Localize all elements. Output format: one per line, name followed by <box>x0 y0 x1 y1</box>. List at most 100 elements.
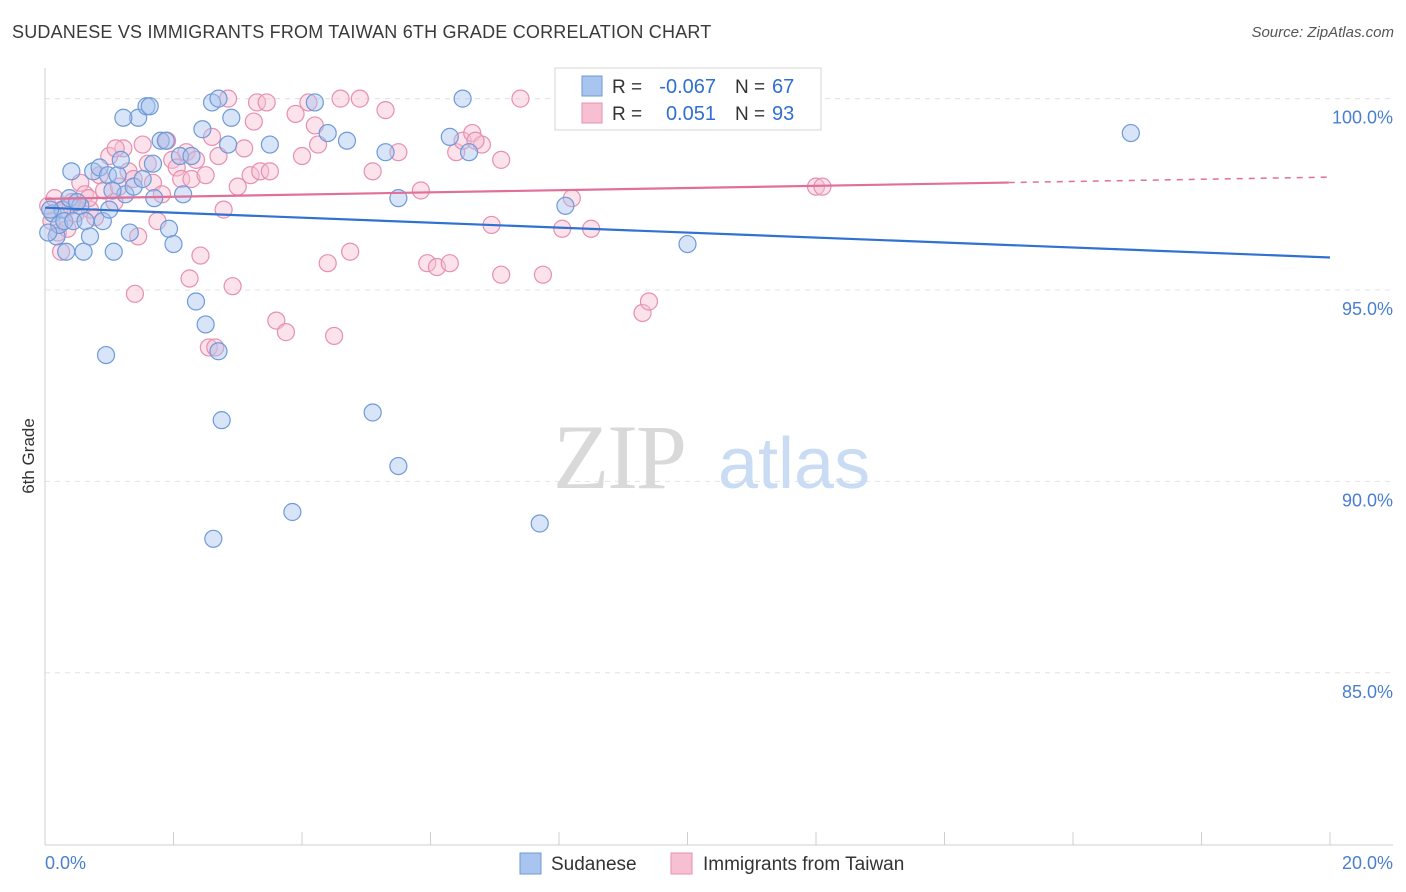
sudanese-point <box>209 89 228 108</box>
sudanese-point <box>283 502 302 522</box>
sudanese-point <box>376 143 395 162</box>
sudanese-point <box>556 196 575 215</box>
y-tick-label: 100.0% <box>1332 108 1393 128</box>
taiwan-trend-line-extrapolated <box>1008 176 1331 184</box>
x-tick-marks <box>44 832 1331 845</box>
taiwan-point <box>191 246 210 265</box>
taiwan-point <box>251 162 270 181</box>
taiwan-point <box>633 303 652 323</box>
stats-swatch-sudanese <box>581 75 603 97</box>
taiwan-point <box>125 284 145 303</box>
legend-swatch-taiwan <box>670 852 693 875</box>
taiwan-point <box>167 158 186 177</box>
sudanese-point <box>1121 123 1140 143</box>
taiwan-point <box>350 89 369 108</box>
taiwan-point <box>511 89 530 108</box>
sudanese-point <box>111 150 130 169</box>
sudanese-point <box>186 292 206 311</box>
trend-lines <box>44 176 1331 259</box>
taiwan-point <box>331 89 350 108</box>
sudanese-point <box>164 234 183 254</box>
stats-n-value-sudanese: 67 <box>772 76 794 98</box>
sudanese-point <box>159 219 179 238</box>
x-tick-label-max: 20.0% <box>1342 853 1393 873</box>
taiwan-point <box>276 323 296 342</box>
sudanese-point <box>678 234 697 254</box>
taiwan-point <box>202 127 222 146</box>
sudanese-point <box>260 135 279 154</box>
sudanese-point <box>440 127 459 146</box>
sudanese-point <box>104 242 123 261</box>
taiwan-point <box>492 150 511 169</box>
stats-r-label-taiwan: R = <box>612 104 642 125</box>
sudanese-point <box>93 212 112 231</box>
series-sudanese-points <box>39 89 1140 548</box>
legend-label-taiwan: Immigrants from Taiwan <box>703 854 904 875</box>
taiwan-point <box>199 338 218 357</box>
sudanese-point <box>80 227 100 246</box>
x-tick-label-min: 0.0% <box>45 853 86 873</box>
taiwan-point <box>106 139 125 158</box>
taiwan-point <box>411 181 430 200</box>
taiwan-point <box>223 277 242 296</box>
taiwan-point <box>389 143 408 162</box>
sudanese-point <box>151 131 170 150</box>
sudanese-point <box>41 200 60 219</box>
sudanese-point <box>209 342 228 361</box>
grid-lines <box>45 98 1393 674</box>
sudanese-point <box>103 181 122 200</box>
sudanese-point <box>363 403 382 422</box>
y-tick-label: 90.0% <box>1342 490 1393 510</box>
legend-label-sudanese: Sudanese <box>551 854 637 875</box>
taiwan-point <box>466 131 485 150</box>
watermark: ZIP atlas <box>553 406 870 508</box>
sudanese-point <box>140 97 159 116</box>
stats-r-label-sudanese: R = <box>612 77 642 98</box>
y-tick-label: 85.0% <box>1342 682 1393 702</box>
sudanese-point <box>193 120 212 139</box>
sudanese-point <box>222 108 241 127</box>
taiwan-point <box>244 112 263 131</box>
sudanese-point <box>76 212 95 231</box>
taiwan-point <box>440 254 459 273</box>
sudanese-point <box>219 135 238 154</box>
taiwan-point <box>292 146 312 166</box>
sudanese-point <box>96 345 116 365</box>
sudanese-point <box>174 185 193 204</box>
taiwan-point <box>341 242 360 261</box>
stats-n-value-taiwan: 93 <box>772 103 794 125</box>
sudanese-point <box>143 154 163 173</box>
taiwan-point <box>260 162 279 181</box>
stats-n-label-taiwan: N = <box>735 104 765 125</box>
sudanese-point <box>212 411 231 430</box>
sudanese-point <box>318 123 337 143</box>
watermark-zip: ZIP <box>553 406 685 508</box>
taiwan-point <box>133 135 152 154</box>
sudanese-point <box>74 242 93 261</box>
sudanese-point <box>389 456 408 476</box>
taiwan-point <box>325 326 344 346</box>
sudanese-point <box>108 166 127 185</box>
chart-source: Source: ZipAtlas.com <box>1251 24 1394 41</box>
sudanese-point <box>453 89 472 108</box>
taiwan-point <box>418 254 437 273</box>
taiwan-point <box>318 254 337 273</box>
sudanese-point <box>57 242 76 261</box>
sudanese-point <box>182 146 201 166</box>
sudanese-point <box>204 529 223 548</box>
taiwan-point <box>299 93 318 112</box>
taiwan-trend-line <box>44 181 1009 201</box>
sudanese-point <box>337 131 357 150</box>
stats-r-value-sudanese: -0.067 <box>659 76 716 98</box>
y-tick-labels: 85.0% 90.0% 95.0% 100.0% <box>1332 108 1393 702</box>
taiwan-point <box>247 93 267 112</box>
taiwan-point <box>241 166 260 185</box>
sudanese-point <box>530 514 549 533</box>
sudanese-trend-line <box>44 206 1331 259</box>
sudanese-point <box>196 315 215 334</box>
stats-r-value-taiwan: 0.051 <box>666 103 716 125</box>
sudanese-point <box>62 162 81 181</box>
legend-swatch-sudanese <box>519 852 542 875</box>
taiwan-point <box>447 143 466 162</box>
